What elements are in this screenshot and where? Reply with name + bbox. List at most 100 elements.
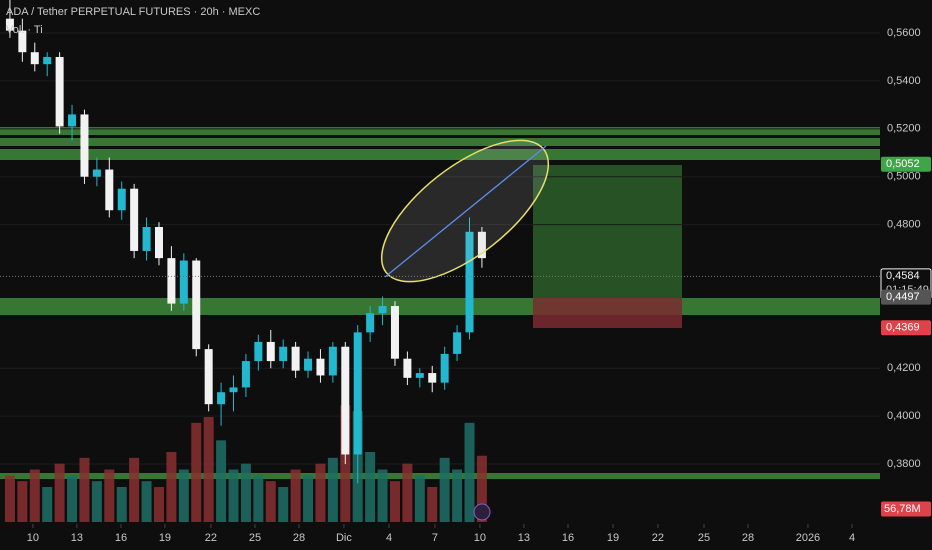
volume-bar bbox=[365, 452, 376, 522]
x-tick-label: 4 bbox=[386, 532, 392, 544]
candle-body bbox=[5, 18, 14, 31]
y-tick-label: 0,5200 bbox=[887, 123, 921, 135]
price-badge-label: 0,5052 bbox=[886, 158, 920, 170]
volume-bar bbox=[377, 469, 388, 522]
volume-bar bbox=[42, 487, 53, 522]
trend-line bbox=[384, 145, 547, 278]
volume-bar bbox=[67, 475, 78, 522]
candle-body bbox=[477, 231, 486, 259]
volume-bar bbox=[402, 463, 413, 522]
candle-body bbox=[30, 52, 39, 65]
candle-body bbox=[142, 226, 151, 251]
x-tick-label: 22 bbox=[205, 532, 217, 544]
x-tick-label: 2026 bbox=[796, 532, 820, 544]
volume-bar bbox=[166, 452, 177, 522]
volume-bar bbox=[228, 469, 239, 522]
x-tick-label: 10 bbox=[27, 532, 39, 544]
volume-bar bbox=[216, 440, 227, 522]
candle-body bbox=[353, 332, 362, 455]
x-tick-label: 16 bbox=[115, 532, 127, 544]
x-tick-label: 19 bbox=[607, 532, 619, 544]
volume-bar bbox=[303, 475, 314, 522]
candle-body bbox=[92, 169, 101, 177]
candle-body bbox=[55, 56, 64, 127]
volume-bar bbox=[129, 457, 140, 522]
candle-body bbox=[291, 346, 300, 371]
x-tick-label: 10 bbox=[474, 532, 486, 544]
volume-bar bbox=[104, 469, 115, 522]
y-tick-label: 0,5000 bbox=[887, 171, 921, 183]
x-tick-label: 7 bbox=[432, 532, 438, 544]
candle-body bbox=[304, 358, 313, 371]
volume-bar bbox=[290, 469, 301, 522]
candle-body bbox=[179, 260, 188, 304]
volume-bar bbox=[240, 463, 251, 522]
volume-title: Vol. · Ti bbox=[6, 24, 43, 36]
candle-body bbox=[453, 332, 462, 354]
price-badge bbox=[881, 320, 931, 336]
candle-body bbox=[341, 346, 350, 455]
candle-body bbox=[68, 114, 77, 127]
volume-bar bbox=[178, 469, 189, 522]
x-tick-label: Dic bbox=[336, 532, 352, 544]
zone bbox=[0, 298, 880, 315]
volume-bar bbox=[153, 487, 164, 522]
candle-body bbox=[80, 114, 89, 177]
candle-body bbox=[217, 392, 226, 405]
price-badge-label: 0,4497 bbox=[886, 291, 920, 303]
x-tick-label: 25 bbox=[249, 532, 261, 544]
candle-body bbox=[18, 30, 27, 53]
candle-body bbox=[415, 373, 424, 378]
series bbox=[4, 0, 487, 522]
y-tick-label: 0,5400 bbox=[887, 75, 921, 87]
candle-body bbox=[241, 361, 250, 388]
candle-body bbox=[192, 260, 201, 350]
price-badge-label: 0,4584 bbox=[886, 270, 920, 282]
y-tick-label: 0,5600 bbox=[887, 27, 921, 39]
y-tick-label: 0,3800 bbox=[887, 458, 921, 470]
volume-bar bbox=[278, 487, 289, 522]
candle-body bbox=[465, 231, 474, 333]
candle-body bbox=[428, 373, 437, 383]
candle-body bbox=[154, 226, 163, 259]
zone bbox=[0, 138, 880, 146]
volume-bar bbox=[315, 463, 326, 522]
volume-bar bbox=[116, 487, 127, 522]
volume-bar bbox=[203, 417, 214, 522]
y-tick-label: 0,4800 bbox=[887, 219, 921, 231]
volume-bar bbox=[4, 475, 15, 522]
volume-bar bbox=[476, 455, 487, 522]
candle-body bbox=[266, 341, 275, 362]
volume-bar bbox=[265, 481, 276, 522]
chart-title: ADA / Tether PERPETUAL FUTURES · 20h · M… bbox=[6, 6, 260, 18]
candle-body bbox=[440, 353, 449, 383]
price-badge-label: 0,4369 bbox=[886, 322, 920, 334]
y-tick-label: 0,4000 bbox=[887, 410, 921, 422]
candle-body bbox=[117, 188, 126, 211]
volume-badge bbox=[881, 501, 931, 517]
volume-bar bbox=[439, 457, 450, 522]
volume-bar bbox=[17, 481, 28, 522]
candle-body bbox=[229, 387, 238, 393]
x-tick-label: 25 bbox=[698, 532, 710, 544]
zone bbox=[0, 127, 880, 135]
candle-body bbox=[279, 346, 288, 362]
x-tick-label: 4 bbox=[849, 532, 855, 544]
volume-bar bbox=[452, 469, 463, 522]
candle-body bbox=[403, 358, 412, 378]
x-tick-label: 13 bbox=[518, 532, 530, 544]
loss-zone bbox=[533, 298, 682, 328]
x-tick-label: 28 bbox=[293, 532, 305, 544]
volume-bar bbox=[91, 481, 102, 522]
volume-bar bbox=[79, 457, 90, 522]
candle-body bbox=[105, 169, 114, 211]
x-tick-label: 19 bbox=[159, 532, 171, 544]
volume-bar bbox=[253, 475, 264, 522]
annotation bbox=[380, 139, 550, 521]
alert-icon[interactable] bbox=[473, 503, 491, 521]
candle-body bbox=[167, 258, 176, 304]
volume-bar bbox=[54, 463, 65, 522]
volume-bar bbox=[191, 422, 202, 522]
volume-badge-label: 56,78M bbox=[884, 503, 921, 515]
